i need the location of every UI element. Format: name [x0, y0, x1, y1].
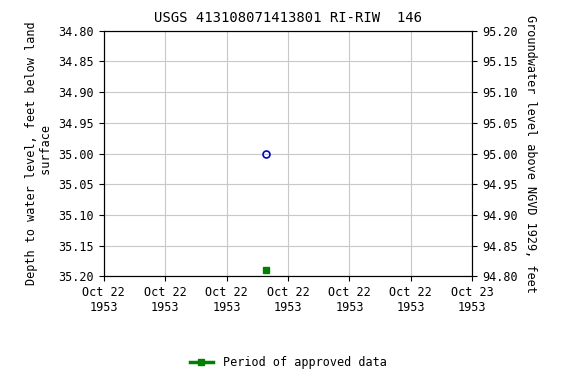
Y-axis label: Depth to water level, feet below land
 surface: Depth to water level, feet below land su…	[25, 22, 53, 285]
Y-axis label: Groundwater level above NGVD 1929, feet: Groundwater level above NGVD 1929, feet	[524, 15, 537, 293]
Legend: Period of approved data: Period of approved data	[185, 351, 391, 374]
Title: USGS 413108071413801 RI-RIW  146: USGS 413108071413801 RI-RIW 146	[154, 12, 422, 25]
